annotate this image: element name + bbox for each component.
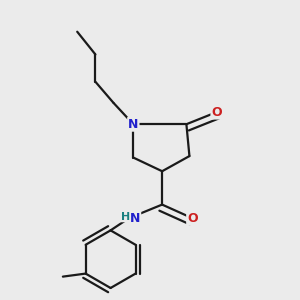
Text: N: N bbox=[128, 118, 139, 131]
Text: O: O bbox=[212, 106, 222, 118]
Text: O: O bbox=[187, 212, 198, 225]
Text: H: H bbox=[121, 212, 130, 222]
Text: N: N bbox=[130, 212, 141, 225]
